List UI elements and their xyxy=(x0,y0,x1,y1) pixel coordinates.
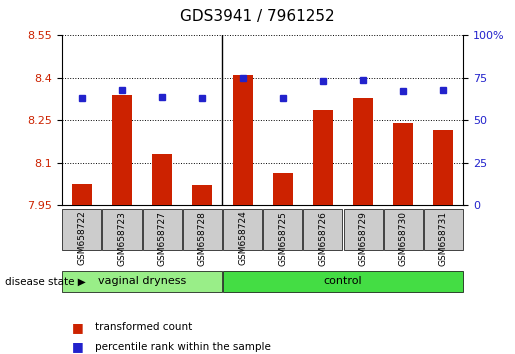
Bar xyxy=(433,130,453,205)
Bar xyxy=(313,110,333,205)
Text: GSM658725: GSM658725 xyxy=(278,211,287,266)
Text: GSM658727: GSM658727 xyxy=(158,211,167,266)
Text: vaginal dryness: vaginal dryness xyxy=(98,276,186,286)
Text: GSM658730: GSM658730 xyxy=(399,211,408,266)
Bar xyxy=(273,173,293,205)
Text: percentile rank within the sample: percentile rank within the sample xyxy=(95,342,271,352)
Text: GSM658728: GSM658728 xyxy=(198,211,207,266)
Bar xyxy=(393,123,413,205)
Bar xyxy=(192,185,212,205)
Bar xyxy=(72,184,92,205)
Text: ■: ■ xyxy=(72,341,84,353)
Text: GSM658729: GSM658729 xyxy=(358,211,368,266)
Text: ■: ■ xyxy=(72,321,84,334)
Text: control: control xyxy=(323,276,363,286)
Text: GSM658724: GSM658724 xyxy=(238,211,247,266)
Text: disease state ▶: disease state ▶ xyxy=(5,276,86,286)
Text: GDS3941 / 7961252: GDS3941 / 7961252 xyxy=(180,9,335,24)
Bar xyxy=(353,98,373,205)
Bar xyxy=(112,95,132,205)
Text: transformed count: transformed count xyxy=(95,322,193,332)
Bar xyxy=(232,75,252,205)
Text: GSM658723: GSM658723 xyxy=(117,211,127,266)
Text: GSM658726: GSM658726 xyxy=(318,211,328,266)
Text: GSM658731: GSM658731 xyxy=(439,211,448,266)
Bar xyxy=(152,154,172,205)
Text: GSM658722: GSM658722 xyxy=(77,211,87,266)
